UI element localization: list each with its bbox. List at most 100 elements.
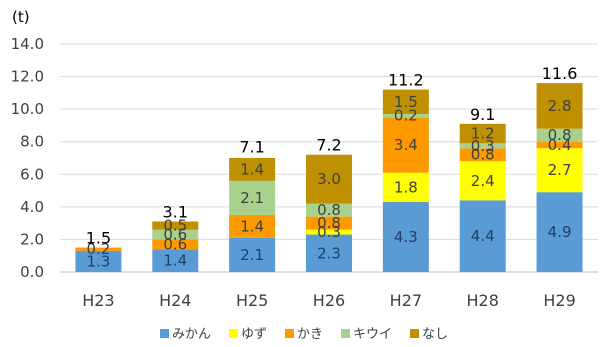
bar-segment-ゆず <box>459 161 506 201</box>
bar-segment-かき <box>306 216 352 230</box>
bar-segment-かき <box>382 117 429 173</box>
bar-segment-ゆず <box>536 148 583 193</box>
total-value-label: 11.6 <box>542 64 578 83</box>
bar-segment-キウイ <box>306 203 352 217</box>
legend-swatch <box>410 329 419 338</box>
y-tick-label: 10.0 <box>11 100 44 118</box>
segment-value-label: 4.4 <box>471 227 495 245</box>
segment-value-label: 1.4 <box>163 252 187 270</box>
x-tick-label: H29 <box>543 291 575 310</box>
segment-value-label: 1.8 <box>394 178 418 196</box>
segment-value-label: 0.3 <box>317 223 341 241</box>
legend-swatch <box>160 329 169 338</box>
legend: みかん ゆず かき キウイ なし <box>160 327 448 342</box>
segment-value-label: 2.1 <box>240 246 264 264</box>
bar-segment-キウイ <box>382 114 429 118</box>
total-labels: 1.5 3.1 7.1 7.2 11.2 9.1 11.6 <box>86 64 578 247</box>
bar-segment-みかん <box>536 192 583 272</box>
legend-label: キウイ <box>353 327 392 342</box>
legend-swatch <box>341 329 350 338</box>
legend-label: ゆず <box>241 327 267 342</box>
bar-segment-なし <box>459 123 506 144</box>
segment-value-label: 2.3 <box>317 244 341 262</box>
bar-segment-みかん <box>459 200 506 272</box>
y-tick-label: 4.0 <box>20 198 44 216</box>
segment-value-label: 4.3 <box>394 228 418 246</box>
bar-segment-キウイ <box>536 128 583 142</box>
bar-segment-みかん <box>382 201 429 272</box>
legend-label: みかん <box>172 327 211 342</box>
segment-value-label: 0.5 <box>163 217 187 235</box>
x-tick-label: H28 <box>467 291 499 310</box>
x-tick-label: H24 <box>159 291 191 310</box>
bars <box>75 83 583 272</box>
y-tick-label: 2.0 <box>20 230 44 248</box>
segment-value-label: 0.3 <box>471 137 495 155</box>
bar-segment-キウイ <box>152 229 199 240</box>
segment-value-label: 0.8 <box>317 201 341 219</box>
segment-value-label: 1.2 <box>471 125 495 143</box>
bar-segment-キウイ <box>459 143 506 149</box>
segment-value-label: 0.8 <box>548 126 572 144</box>
bar-segment-かき <box>229 215 276 238</box>
legend-swatch <box>285 329 294 338</box>
legend-swatch <box>229 329 238 338</box>
segment-labels: 1.30.21.40.60.60.52.11.42.11.42.30.30.80… <box>86 93 571 271</box>
x-tick-label: H25 <box>236 291 268 310</box>
bar-segment-みかん <box>75 250 122 272</box>
x-axis-ticks: H23 H24 H25 H26 H27 H28 H29 <box>82 291 576 310</box>
legend-label: なし <box>422 327 448 342</box>
y-tick-label: 6.0 <box>20 165 44 183</box>
segment-value-label: 2.4 <box>471 172 495 190</box>
bar-segment-なし <box>229 158 276 181</box>
segment-value-label: 4.9 <box>548 223 572 241</box>
segment-value-label: 0.2 <box>86 240 110 258</box>
segment-value-label: 2.1 <box>240 189 264 207</box>
total-value-label: 1.5 <box>86 229 111 248</box>
bar-segment-みかん <box>306 234 352 272</box>
bar-segment-かき <box>536 141 583 149</box>
y-tick-label: 0.0 <box>20 263 44 281</box>
bar-segment-なし <box>382 89 429 115</box>
segment-value-label: 1.5 <box>394 93 418 111</box>
y-tick-label: 8.0 <box>20 133 44 151</box>
x-tick-label: H23 <box>82 291 114 310</box>
bar-segment-かき <box>459 148 506 162</box>
bar-segment-かき <box>152 239 199 250</box>
total-value-label: 3.1 <box>163 203 188 222</box>
segment-value-label: 0.6 <box>163 235 187 253</box>
x-tick-label: H27 <box>390 291 422 310</box>
total-value-label: 11.2 <box>388 71 424 90</box>
segment-value-label: 0.2 <box>394 107 418 125</box>
y-tick-label: 14.0 <box>11 35 44 53</box>
segment-value-label: 0.4 <box>548 136 572 154</box>
bar-segment-ゆず <box>382 172 429 202</box>
bar-segment-みかん <box>229 237 276 272</box>
y-tick-label: 12.0 <box>11 68 44 86</box>
bar-segment-なし <box>306 154 352 204</box>
segment-value-label: 2.8 <box>548 97 572 115</box>
segment-value-label: 0.8 <box>471 146 495 164</box>
segment-value-label: 1.4 <box>240 160 264 178</box>
legend-label: かき <box>297 327 323 342</box>
segment-value-label: 3.0 <box>317 170 341 188</box>
x-tick-label: H26 <box>313 291 345 310</box>
segment-value-label: 1.3 <box>86 252 110 270</box>
segment-value-label: 3.4 <box>394 136 418 154</box>
bar-segment-なし <box>152 221 199 230</box>
segment-value-label: 0.6 <box>163 226 187 244</box>
bar-segment-キウイ <box>229 180 276 215</box>
bar-segment-かき <box>75 247 122 251</box>
total-value-label: 7.2 <box>316 136 341 155</box>
total-value-label: 7.1 <box>239 137 264 156</box>
bar-segment-ゆず <box>306 229 352 235</box>
y-axis-ticks: 0.0 2.0 4.0 6.0 8.0 10.0 12.0 14.0 <box>11 35 44 281</box>
bar-segment-なし <box>536 83 583 129</box>
bar-segment-みかん <box>152 249 199 272</box>
segment-value-label: 0.8 <box>317 214 341 232</box>
segment-value-label: 1.4 <box>240 217 264 235</box>
y-unit-label: (t) <box>12 8 30 26</box>
segment-value-label: 2.7 <box>548 161 572 179</box>
total-value-label: 9.1 <box>470 105 495 124</box>
